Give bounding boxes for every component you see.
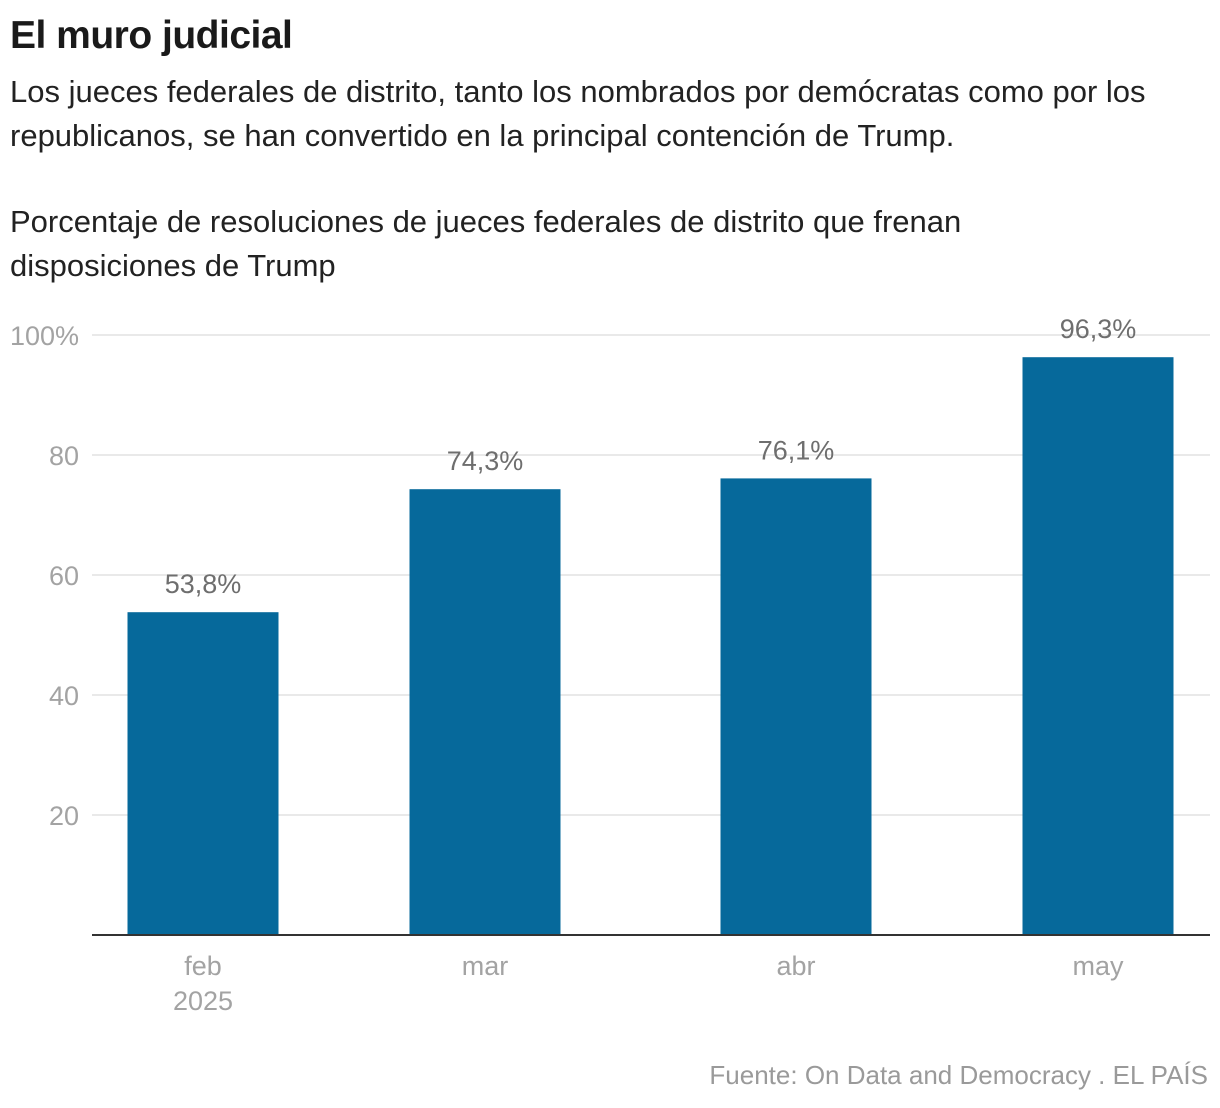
- x-tick-sublabel: 2025: [173, 986, 233, 1016]
- x-tick-label: feb: [184, 951, 222, 981]
- y-tick-label: 80: [49, 441, 79, 471]
- bar: [409, 489, 561, 935]
- x-axis-ticks: feb 2025 mar abr may: [173, 951, 1124, 1016]
- y-tick-label: 40: [49, 681, 79, 711]
- value-labels: 53,8% 74,3% 76,1% 96,3%: [165, 314, 1137, 599]
- bar: [720, 478, 872, 935]
- chart-subtitle: Los jueces federales de distrito, tanto …: [10, 74, 1146, 153]
- bar-value-label: 53,8%: [165, 569, 242, 599]
- x-tick-label: mar: [462, 951, 509, 981]
- bar: [127, 612, 279, 935]
- chart-title-heading: El muro judicial: [10, 14, 293, 57]
- y-tick-label: 60: [49, 561, 79, 591]
- bars: [127, 357, 1174, 935]
- chart-description: Porcentaje de resoluciones de jueces fed…: [10, 204, 962, 283]
- bar-value-label: 96,3%: [1060, 314, 1137, 344]
- source-note: Fuente: On Data and Democracy . EL PAÍS: [709, 1060, 1208, 1090]
- y-tick-label: 20: [49, 801, 79, 831]
- x-tick-label: abr: [776, 951, 815, 981]
- y-tick-label: 100%: [10, 321, 79, 351]
- bar-value-label: 76,1%: [758, 435, 835, 465]
- bar-value-label: 74,3%: [447, 446, 524, 476]
- x-tick-label: may: [1072, 951, 1124, 981]
- y-axis-ticks: 20 40 60 80 100%: [10, 321, 79, 831]
- bar: [1022, 357, 1174, 935]
